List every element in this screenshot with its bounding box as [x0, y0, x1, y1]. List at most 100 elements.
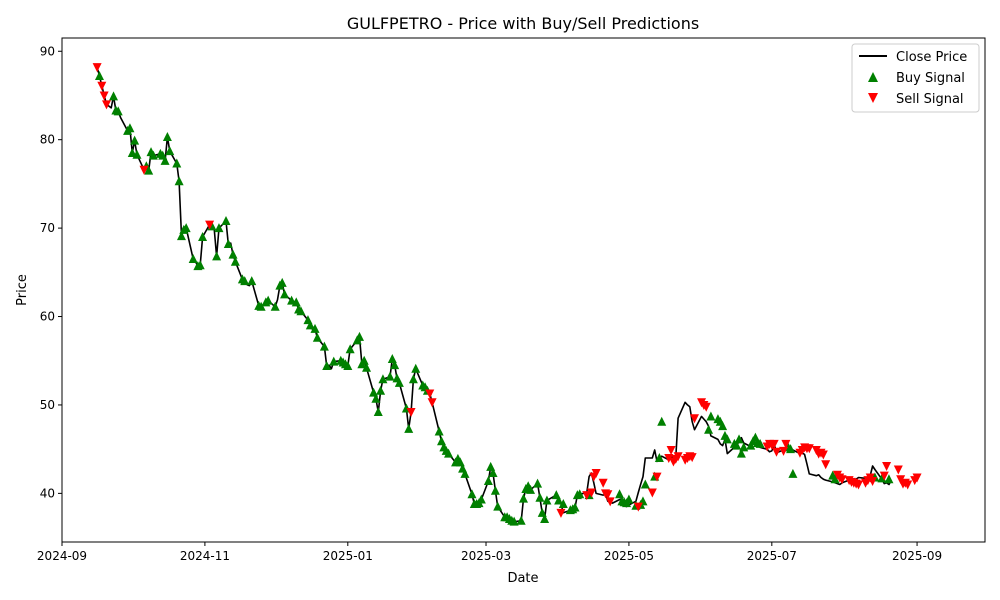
buy-signal-marker — [490, 485, 500, 495]
sell-signal-marker — [882, 461, 892, 471]
buy-signal-marker — [376, 385, 386, 395]
sell-signal-marker — [97, 81, 107, 91]
buy-signal-marker — [408, 374, 418, 384]
buy-signal-marker — [884, 474, 894, 484]
sell-signal-marker — [586, 488, 596, 498]
buy-signal-marker — [109, 91, 119, 101]
buy-signal-marker — [736, 448, 746, 458]
buy-signal-marker — [483, 475, 493, 485]
sell-signal-marker — [205, 220, 215, 230]
buy-signal-marker — [148, 150, 158, 160]
buy-signal-marker — [181, 223, 191, 233]
buy-signal-marker — [228, 249, 238, 259]
buy-signal-marker — [739, 442, 749, 452]
buy-signal-marker — [706, 411, 716, 421]
sell-signal-marker — [647, 488, 657, 498]
sell-signal-marker — [690, 414, 700, 424]
sell-signal-marker — [598, 478, 608, 488]
buy-signal-marker — [640, 479, 650, 489]
buy-signal-marker — [734, 434, 744, 444]
sell-signal-marker — [804, 444, 814, 454]
sell-signal-marker — [652, 472, 662, 482]
buy-signal-marker — [786, 444, 796, 454]
sell-signal-marker — [818, 450, 828, 460]
buy-signal-marker — [476, 494, 486, 504]
buy-signal-marker — [704, 424, 714, 434]
buy-signal-marker — [221, 216, 231, 226]
buy-signal-marker — [755, 438, 765, 448]
buy-signal-marker — [385, 371, 395, 381]
sell-signal-marker — [853, 480, 863, 490]
buy-signal-marker — [373, 407, 383, 417]
buy-signal-marker — [172, 158, 182, 168]
sell-signal-marker — [591, 469, 601, 479]
buy-signal-marker — [125, 123, 135, 133]
buy-signal-marker — [94, 71, 104, 81]
buy-signal-marker — [542, 495, 552, 505]
sell-signal-marker — [687, 453, 697, 463]
buy-signal-marker — [657, 416, 667, 426]
plot-area — [92, 63, 922, 526]
buy-signal-marker — [263, 295, 273, 305]
buy-signal-marker — [312, 332, 322, 342]
y-tick-label: 50 — [40, 398, 55, 412]
x-axis-label: Date — [507, 571, 538, 586]
buy-signal-marker — [277, 277, 287, 287]
sell-signal-marker — [605, 497, 615, 507]
buy-signal-marker — [144, 165, 154, 175]
sell-signal-marker — [772, 447, 782, 457]
buy-signal-marker — [310, 323, 320, 333]
buy-signal-marker — [270, 301, 280, 311]
buy-signal-marker — [160, 155, 170, 165]
buy-signal-marker — [624, 494, 634, 504]
sell-signal-marker — [102, 100, 112, 110]
sell-signal-marker — [879, 471, 889, 481]
sell-signal-marker — [769, 439, 779, 449]
buy-signal-marker — [558, 498, 568, 508]
buy-signal-marker — [509, 516, 519, 526]
buy-signal-marker — [404, 423, 414, 433]
sell-signal-marker — [603, 490, 613, 500]
buy-signal-marker — [247, 276, 257, 286]
sell-signal-marker — [99, 91, 109, 101]
buy-signal-marker — [615, 489, 625, 499]
x-tick-label: 2024-09 — [37, 549, 87, 563]
buy-signal-marker — [322, 361, 332, 371]
y-tick-label: 70 — [40, 221, 55, 235]
sell-signal-marker — [912, 473, 922, 483]
y-tick-label: 60 — [40, 310, 55, 324]
buy-signal-marker — [570, 502, 580, 512]
buy-signal-marker — [176, 231, 186, 241]
legend-buy-label: Buy Signal — [896, 71, 965, 86]
legend-buy-swatch — [868, 72, 878, 82]
legend: Close Price Buy Signal Sell Signal — [851, 43, 980, 113]
x-tick-label: 2024-11 — [180, 549, 230, 563]
buy-signal-marker — [113, 106, 123, 116]
buy-signal-marker — [516, 515, 526, 525]
buy-signal-marker — [195, 260, 205, 270]
buy-signal-marker — [329, 356, 339, 366]
buy-signal-marker — [359, 355, 369, 365]
buy-signal-marker — [488, 468, 498, 478]
buy-signal-marker — [519, 493, 528, 503]
buy-signal-marker — [291, 297, 301, 307]
sell-signal-marker — [781, 439, 791, 449]
buy-signal-marker — [718, 421, 728, 431]
legend-close-label: Close Price — [896, 50, 967, 65]
sell-signal-marker — [893, 465, 903, 475]
x-tick-label: 2025-05 — [604, 549, 654, 563]
buy-signal-marker — [434, 426, 444, 436]
sell-signal-marker — [701, 402, 711, 412]
sell-signal-marker — [139, 165, 149, 175]
buy-signal-marker — [198, 231, 208, 241]
buy-signal-marker — [240, 276, 250, 286]
buy-signal-marker — [526, 484, 536, 494]
sell-signal-marker — [666, 446, 676, 456]
buy-signal-marker — [345, 344, 355, 354]
plot-frame — [61, 37, 986, 543]
legend-box — [851, 43, 980, 113]
sell-signal-marker — [633, 502, 643, 512]
buy-signal-marker — [305, 320, 315, 330]
buy-signal-marker — [296, 306, 306, 316]
